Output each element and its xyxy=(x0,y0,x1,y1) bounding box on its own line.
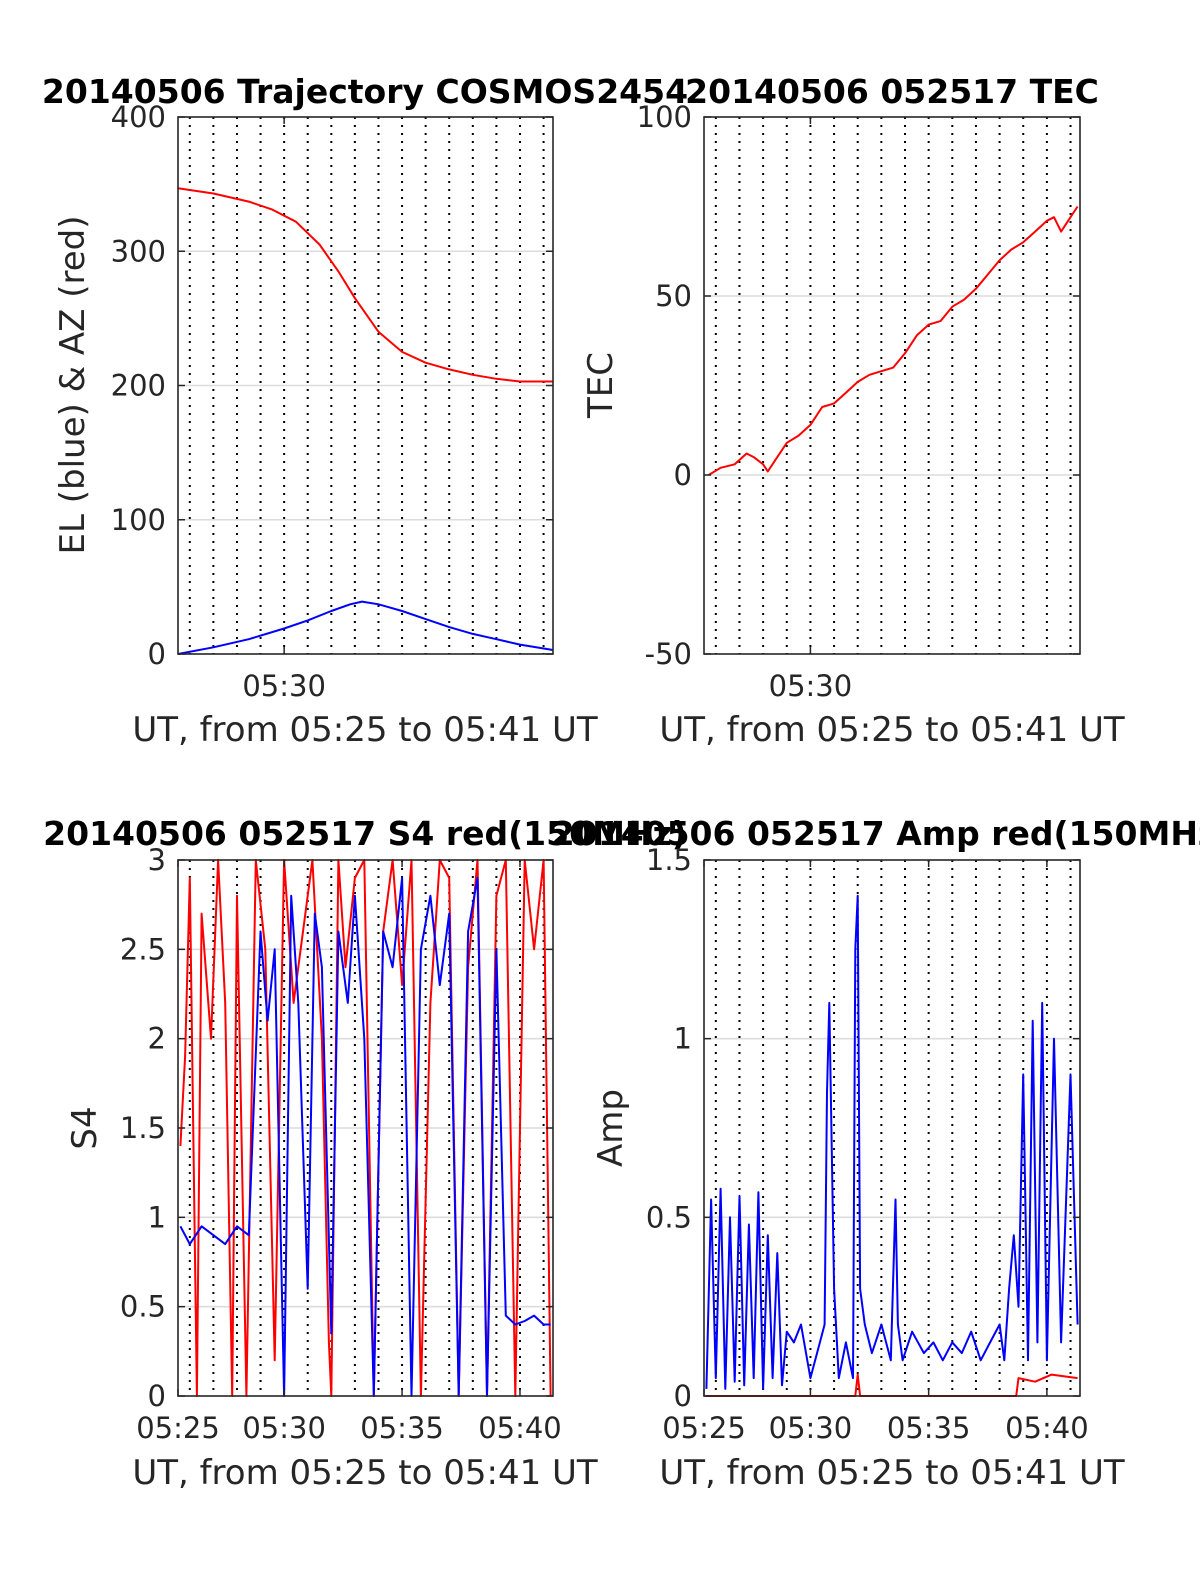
chart-title: 20140506 052517 S4 red(150MHz) xyxy=(43,814,687,853)
y-tick-label: 3 xyxy=(148,843,166,877)
x-axis-label: UT, from 05:25 to 05:41 UT xyxy=(659,710,1125,750)
x-tick-label: 05:30 xyxy=(242,669,326,703)
plot-frame xyxy=(703,116,1081,655)
y-axis-label: EL (blue) & AZ (red) xyxy=(53,215,93,554)
series-line-0 xyxy=(708,205,1079,476)
y-tick-label: 50 xyxy=(655,279,692,313)
y-tick-label: 1 xyxy=(148,1200,166,1234)
series-line-1 xyxy=(179,876,551,1397)
y-axis-label: Amp xyxy=(591,1089,631,1167)
x-tick-label: 05:35 xyxy=(360,1411,444,1445)
y-tick-label: 0 xyxy=(148,637,166,671)
y-tick-label: 300 xyxy=(111,234,166,268)
y-tick-label: 1.5 xyxy=(646,843,692,877)
x-tick-label: 05:30 xyxy=(242,1411,326,1445)
panel-tec: -50 0 50 100 05:30 20140506 052517 TEC UT, f… xyxy=(581,72,1125,750)
y-tick-label: 400 xyxy=(111,100,166,134)
y-tick-label: 0.5 xyxy=(120,1290,166,1324)
plot-frame xyxy=(703,859,1081,1397)
y-tick-label: 0 xyxy=(674,1379,692,1413)
y-tick-label: 100 xyxy=(637,100,692,134)
y-tick-label: 2 xyxy=(148,1022,166,1056)
y-axis-label: S4 xyxy=(65,1106,105,1149)
x-axis-label: UT, from 05:25 to 05:41 UT xyxy=(132,710,598,750)
y-tick-label: 2.5 xyxy=(120,932,166,966)
x-tick-label: 05:30 xyxy=(769,669,853,703)
y-axis-label: TEC xyxy=(581,352,621,419)
y-tick-label: -50 xyxy=(645,637,692,671)
x-tick-label: 05:40 xyxy=(1005,1411,1089,1445)
y-tick-label: 100 xyxy=(111,503,166,537)
panel-s4: 0 0.5 1 1.5 2 2.5 3 05:25 05:30 05:35 05:40 201405… xyxy=(43,814,687,1493)
chart-title: 20140506 Trajectory COSMOS2454 xyxy=(42,72,688,111)
chart-title: 20140506 052517 Amp red(150MHz) xyxy=(552,814,1200,853)
x-axis-label: UT, from 05:25 to 05:41 UT xyxy=(659,1453,1125,1493)
y-tick-label: 0 xyxy=(674,458,692,492)
x-tick-label: 05:30 xyxy=(769,1411,853,1445)
chart-title: 20140506 052517 TEC xyxy=(685,72,1099,111)
x-axis-label: UT, from 05:25 to 05:41 UT xyxy=(132,1453,598,1493)
y-tick-label: 1 xyxy=(674,1022,692,1056)
x-tick-label: 05:25 xyxy=(662,1411,746,1445)
x-tick-label: 05:25 xyxy=(136,1411,220,1445)
y-tick-label: 200 xyxy=(111,369,166,403)
y-tick-label: 0 xyxy=(148,1379,166,1413)
panel-trajectory: 0 100 200 300 400 05:30 20140506 Trajectory C… xyxy=(42,72,688,750)
y-tick-label: 1.5 xyxy=(120,1111,166,1145)
series-line-1 xyxy=(177,600,554,655)
panel-amp: 0 0.5 1 1.5 05:25 05:30 05:35 05:40 20140506 05… xyxy=(552,814,1200,1493)
y-tick-label: 0.5 xyxy=(646,1200,692,1234)
x-tick-label: 05:40 xyxy=(478,1411,562,1445)
x-tick-label: 05:35 xyxy=(887,1411,971,1445)
series-line-0 xyxy=(177,187,553,383)
series-line-1 xyxy=(705,894,1079,1390)
